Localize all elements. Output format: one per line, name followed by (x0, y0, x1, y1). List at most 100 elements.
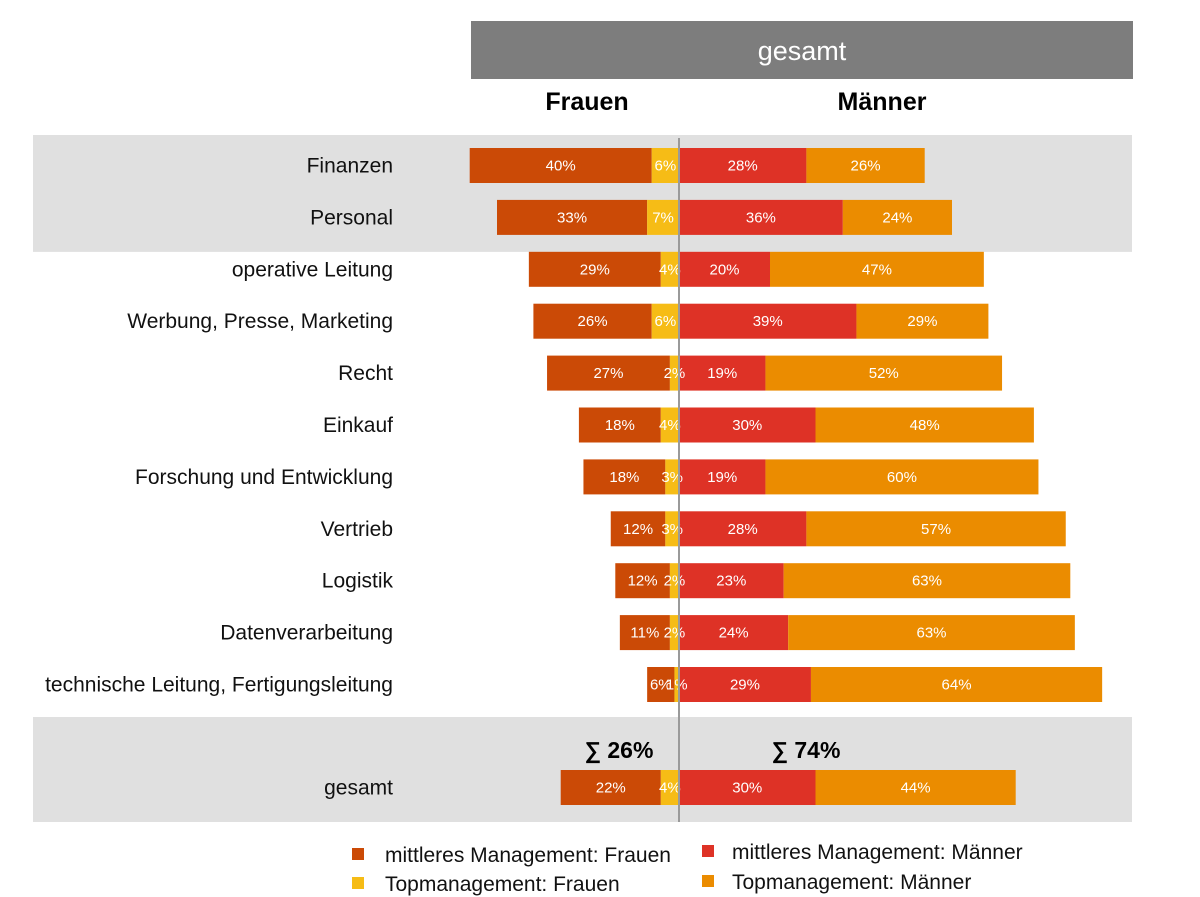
bar-label-mm-vertrieb: 28% (728, 521, 758, 538)
category-label-technische-leitung-fertigungsleitung: technische Leitung, Fertigungsleitung (45, 674, 393, 697)
bar-ft-personal (647, 199, 679, 235)
bar-fm-technische-leitung-fertigungsleitung (647, 667, 675, 702)
bar-mm-finanzen (679, 148, 807, 183)
bar-label-mm-datenverarbeitung: 24% (719, 625, 749, 642)
bar-label-fm-vertrieb: 12% (623, 521, 653, 538)
category-label-datenverarbeitung: Datenverarbeitung (220, 622, 393, 645)
legend-swatch-mm (702, 845, 714, 857)
bar-ft-vertrieb (665, 511, 679, 547)
bar-label-ft-personal: 7% (652, 209, 674, 226)
bar-mm-personal (679, 199, 843, 235)
bar-mt-vertrieb (806, 511, 1066, 547)
bar-label-ft-forschung-und-entwicklung: 3% (661, 469, 683, 486)
bar-fm-einkauf (578, 407, 661, 443)
bar-mm-technische-leitung-fertigungsleitung (679, 667, 811, 702)
bar-label-mm-werbung-presse-marketing: 39% (753, 313, 783, 330)
legend-label-ft: Topmanagement: Frauen (385, 873, 620, 896)
bar-mt-personal (842, 199, 952, 235)
category-label-personal: Personal (310, 206, 393, 229)
bar-label-mt-logistik: 63% (912, 573, 942, 590)
bar-label-fm-recht: 27% (593, 365, 623, 382)
sum-frauen: ∑ 26% (585, 737, 654, 764)
bar-label-mm-recht: 19% (707, 365, 737, 382)
bar-fm-finanzen (469, 148, 652, 183)
bar-ft-gesamt (660, 770, 679, 805)
bar-label-fm-datenverarbeitung: 11% (630, 625, 659, 642)
bar-mt-technische-leitung-fertigungsleitung (810, 667, 1103, 702)
bar-label-ft-einkauf: 4% (659, 417, 681, 434)
bar-ft-logistik (669, 563, 679, 599)
bar-mm-forschung-und-entwicklung (679, 459, 766, 495)
legend-label-mt: Topmanagement: Männer (732, 871, 971, 894)
category-label-werbung-presse-marketing: Werbung, Presse, Marketing (127, 310, 393, 333)
bar-mt-operative-leitung (770, 251, 984, 287)
category-label-recht: Recht (338, 362, 393, 385)
sum-maenner: ∑ 74% (772, 737, 841, 764)
bar-label-mm-gesamt: 30% (732, 780, 762, 797)
heading-maenner: Männer (838, 88, 927, 116)
bar-mm-logistik (679, 563, 784, 599)
bar-label-fm-operative-leitung: 29% (580, 261, 610, 278)
bar-label-mm-einkauf: 30% (732, 417, 762, 434)
bar-mt-finanzen (806, 148, 925, 183)
bar-label-mt-finanzen: 26% (851, 158, 881, 175)
bar-mm-operative-leitung (679, 251, 770, 287)
category-label-forschung-und-entwicklung: Forschung und Entwicklung (135, 466, 393, 489)
bar-fm-personal (497, 199, 648, 235)
title-bar (471, 21, 1133, 79)
bar-label-fm-technische-leitung-fertigungsleitung: 6% (650, 677, 672, 694)
bar-label-mt-gesamt: 44% (901, 780, 931, 797)
bar-ft-datenverarbeitung (669, 615, 679, 651)
bar-ft-werbung-presse-marketing (651, 303, 679, 339)
bar-label-mt-operative-leitung: 47% (862, 261, 892, 278)
bar-label-ft-recht: 2% (664, 365, 686, 382)
bar-fm-datenverarbeitung (619, 615, 670, 651)
bar-label-ft-gesamt: 4% (659, 780, 681, 797)
bar-mt-gesamt (815, 770, 1016, 805)
bar-mt-recht (765, 355, 1003, 391)
bar-mm-gesamt (679, 770, 816, 805)
bar-mt-einkauf (815, 407, 1034, 443)
bar-label-mt-personal: 24% (882, 209, 912, 226)
bar-label-ft-technische-leitung-fertigungsleitung: 1% (666, 677, 688, 694)
bar-label-mm-forschung-und-entwicklung: 19% (707, 469, 737, 486)
bar-mm-werbung-presse-marketing (679, 303, 857, 339)
total-band (33, 717, 1132, 822)
bar-mt-logistik (783, 563, 1071, 599)
legend-label-mm: mittleres Management: Männer (732, 841, 1023, 864)
bar-fm-werbung-presse-marketing (533, 303, 652, 339)
bar-label-mt-einkauf: 48% (910, 417, 940, 434)
bar-label-fm-werbung-presse-marketing: 26% (578, 313, 608, 330)
bar-ft-finanzen (651, 148, 679, 183)
bar-label-fm-einkauf: 18% (605, 417, 635, 434)
legend-swatch-ft (352, 877, 364, 889)
bar-mt-forschung-und-entwicklung (765, 459, 1039, 495)
category-label-vertrieb: Vertrieb (321, 518, 393, 541)
bar-fm-logistik (615, 563, 670, 599)
bar-label-ft-vertrieb: 3% (661, 521, 683, 538)
bar-mt-werbung-presse-marketing (856, 303, 989, 339)
bar-ft-forschung-und-entwicklung (665, 459, 679, 495)
chart-title: gesamt (758, 36, 847, 66)
category-label-finanzen: Finanzen (307, 155, 393, 178)
bar-label-ft-operative-leitung: 4% (659, 261, 681, 278)
bar-label-mt-forschung-und-entwicklung: 60% (887, 469, 917, 486)
bar-label-mt-werbung-presse-marketing: 29% (907, 313, 937, 330)
bar-label-mt-datenverarbeitung: 63% (917, 625, 947, 642)
bar-label-fm-logistik: 12% (628, 573, 658, 590)
bar-label-ft-logistik: 2% (664, 573, 686, 590)
bar-fm-operative-leitung (528, 251, 661, 287)
bar-mm-einkauf (679, 407, 816, 443)
category-label-einkauf: Einkauf (323, 414, 393, 437)
category-label-logistik: Logistik (322, 570, 394, 593)
bar-mm-datenverarbeitung (679, 615, 789, 651)
bar-label-mt-vertrieb: 57% (921, 521, 951, 538)
bar-mm-vertrieb (679, 511, 807, 547)
bar-label-fm-gesamt: 22% (596, 780, 626, 797)
bar-label-ft-finanzen: 6% (655, 158, 677, 175)
bar-label-ft-werbung-presse-marketing: 6% (655, 313, 677, 330)
bar-label-mm-operative-leitung: 20% (709, 261, 739, 278)
bar-label-fm-personal: 33% (557, 209, 587, 226)
bar-fm-vertrieb (610, 511, 666, 547)
